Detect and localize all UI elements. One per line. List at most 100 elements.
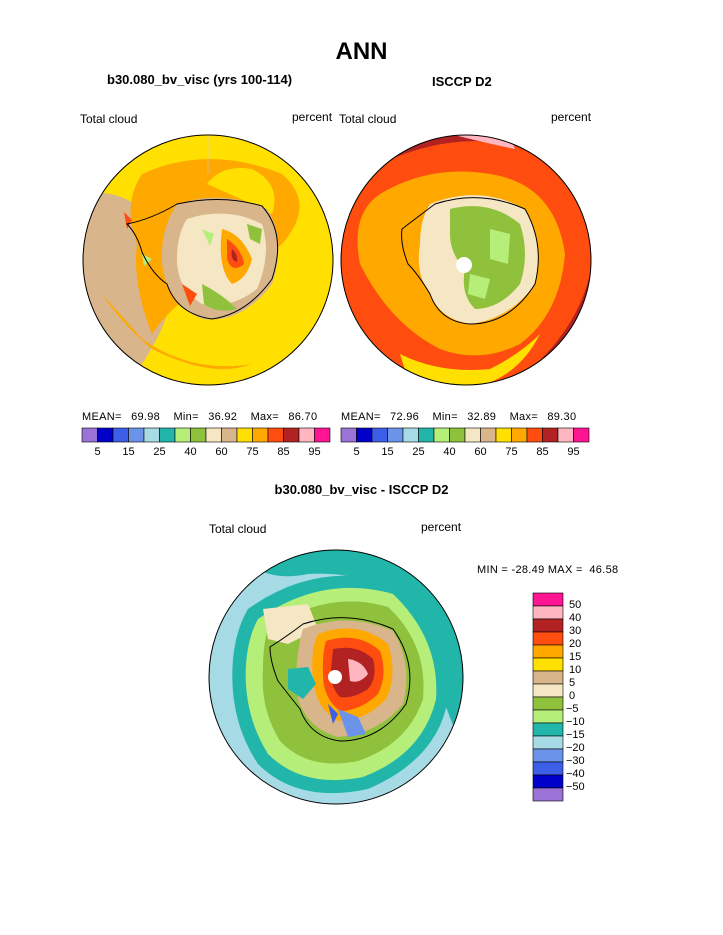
model-field-label: Total cloud — [80, 112, 138, 126]
model-min-value: 36.92 — [208, 411, 238, 423]
model-colorbar-swatch — [236, 427, 253, 443]
diff-colorbar-tick-label: −30 — [566, 755, 585, 767]
diff-colorbar-swatch — [532, 683, 564, 698]
model-colorbar-swatch — [205, 427, 222, 443]
model-colorbar-tick-label: 75 — [246, 446, 259, 458]
obs-case-label: ISCCP D2 — [432, 74, 492, 89]
diff-colorbar-tick-label: 50 — [569, 599, 582, 611]
model-min-label: Min= — [173, 411, 199, 423]
diff-colorbar-tick-label: 10 — [569, 664, 582, 676]
diff-colorbar-swatch — [532, 657, 564, 672]
diff-colorbar-tick-label: −20 — [566, 742, 585, 754]
obs-colorbar-swatch — [449, 427, 466, 443]
diff-colorbar-swatch — [532, 618, 564, 633]
diff-colorbar-tick-label: 0 — [569, 690, 576, 702]
diff-case-label: b30.080_bv_visc - ISCCP D2 — [274, 482, 449, 497]
diff-colorbar-swatch — [532, 722, 564, 737]
obs-colorbar-swatch — [418, 427, 435, 443]
model-colorbar-swatch — [97, 427, 114, 443]
model-colorbar-tick-label: 5 — [94, 446, 101, 458]
obs-max-label: Max= — [509, 411, 538, 423]
obs-colorbar-swatch — [526, 427, 543, 443]
model-colorbar-swatch — [174, 427, 191, 443]
model-units-label: percent — [292, 110, 333, 124]
obs-mean-label: MEAN= — [341, 411, 381, 423]
diff-colorbar-swatch — [532, 761, 564, 776]
obs-colorbar-tick-label: 40 — [443, 446, 456, 458]
diff-colorbar-tick-label: −50 — [566, 781, 585, 793]
page-title: ANN — [335, 38, 388, 65]
diff-colorbar-tick-label: 40 — [569, 612, 582, 624]
diff-colorbar-tick-label: 5 — [569, 677, 576, 689]
diff-min-max: MIN = -28.49 MAX = 46.58 — [477, 564, 619, 576]
model-max-value: 86.70 — [288, 411, 318, 423]
obs-colorbar-tick-label: 85 — [536, 446, 549, 458]
diff-colorbar-swatch — [532, 605, 564, 620]
obs-min-value: 32.89 — [467, 411, 497, 423]
diff-colorbar-swatch — [532, 696, 564, 711]
obs-units-label: percent — [551, 110, 592, 124]
diff-colorbar-swatch — [532, 735, 564, 750]
model-colorbar-swatch — [190, 427, 207, 443]
model-colorbar-swatch — [252, 427, 269, 443]
obs-polar-map — [340, 134, 592, 386]
obs-colorbar-swatch — [542, 427, 559, 443]
obs-colorbar-swatch — [387, 427, 404, 443]
model-colorbar-swatch — [112, 427, 129, 443]
obs-colorbar-swatch — [480, 427, 497, 443]
diff-colorbar-tick-label: −15 — [566, 729, 585, 741]
diff-colorbar-ticks: 50 40 30 20 15 10 5 0 −5 −10 −15 −20 −30 −40 −50 — [566, 593, 626, 801]
obs-colorbar-tick-label: 5 — [353, 446, 360, 458]
obs-mean-value: 72.96 — [390, 411, 420, 423]
diff-colorbar-swatch — [532, 787, 564, 802]
obs-max-value: 89.30 — [547, 411, 577, 423]
obs-colorbar-swatch — [340, 427, 357, 443]
diff-colorbar-swatch — [532, 748, 564, 763]
model-case-label: b30.080_bv_visc (yrs 100-114) — [107, 72, 293, 87]
diff-colorbar-tick-label: 30 — [569, 625, 582, 637]
diff-field-label: Total cloud — [209, 522, 267, 536]
model-stats: MEAN= 69.98 Min= 36.92 Max= 86.70 — [82, 411, 317, 423]
model-colorbar-tick-label: 85 — [277, 446, 290, 458]
model-max-label: Max= — [250, 411, 279, 423]
diff-colorbar-tick-label: 15 — [569, 651, 582, 663]
obs-colorbar-tick-label: 15 — [381, 446, 394, 458]
obs-colorbar-swatch — [356, 427, 373, 443]
diff-colorbar-swatch — [532, 644, 564, 659]
model-colorbar-ticks: 5 15 25 40 60 75 85 95 — [82, 446, 330, 460]
obs-colorbar-ticks: 5 15 25 40 60 75 85 95 — [341, 446, 589, 460]
diff-colorbar-swatch — [532, 631, 564, 646]
model-mean-value: 69.98 — [131, 411, 161, 423]
diff-colorbar-swatch — [532, 774, 564, 789]
obs-colorbar-swatch — [371, 427, 388, 443]
obs-colorbar-swatch — [402, 427, 419, 443]
diff-colorbar-swatch — [532, 592, 564, 607]
model-colorbar — [81, 427, 331, 443]
model-colorbar-swatch — [283, 427, 300, 443]
model-colorbar-swatch — [221, 427, 238, 443]
obs-colorbar-tick-label: 25 — [412, 446, 425, 458]
model-colorbar-tick-label: 15 — [122, 446, 135, 458]
obs-colorbar-swatch — [495, 427, 512, 443]
model-colorbar-tick-label: 25 — [153, 446, 166, 458]
diff-colorbar-tick-label: 20 — [569, 638, 582, 650]
obs-min-label: Min= — [432, 411, 458, 423]
obs-stats: MEAN= 72.96 Min= 32.89 Max= 89.30 — [341, 411, 576, 423]
model-polar-map — [82, 134, 334, 386]
obs-colorbar-swatch — [464, 427, 481, 443]
model-colorbar-swatch — [128, 427, 145, 443]
model-colorbar-swatch — [314, 427, 331, 443]
diff-colorbar-swatch — [532, 709, 564, 724]
obs-colorbar-swatch — [573, 427, 590, 443]
obs-colorbar-swatch — [557, 427, 574, 443]
diff-polar-map — [208, 549, 464, 805]
diff-colorbar-tick-label: −10 — [566, 716, 585, 728]
model-colorbar-swatch — [298, 427, 315, 443]
obs-colorbar-swatch — [511, 427, 528, 443]
diff-colorbar-swatch — [532, 670, 564, 685]
model-colorbar-tick-label: 95 — [308, 446, 321, 458]
obs-colorbar-tick-label: 95 — [567, 446, 580, 458]
model-mean-label: MEAN= — [82, 411, 122, 423]
diff-colorbar-tick-label: −40 — [566, 768, 585, 780]
model-colorbar-swatch — [81, 427, 98, 443]
